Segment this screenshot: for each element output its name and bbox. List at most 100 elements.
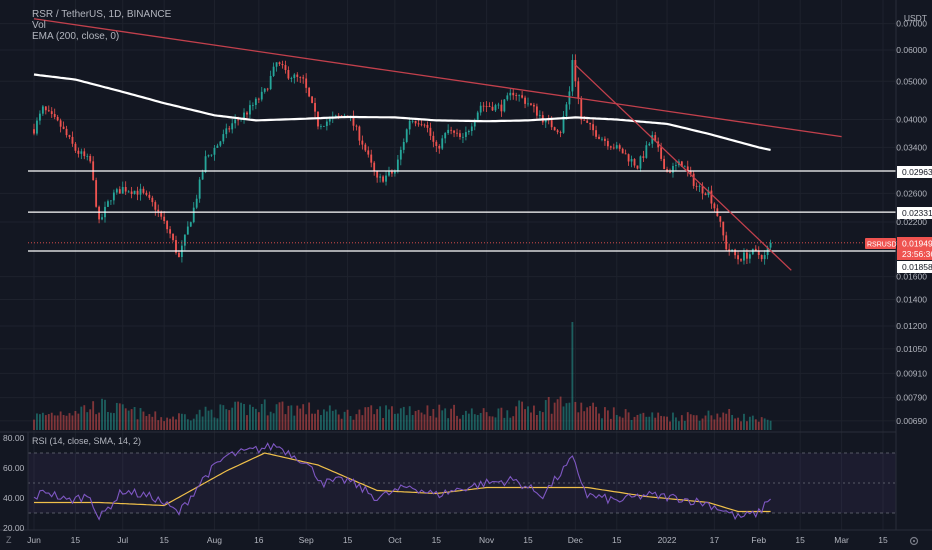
volume-bar xyxy=(592,402,595,430)
volume-bar xyxy=(385,405,387,430)
volume-bars xyxy=(33,322,772,430)
pair-title[interactable]: RSR / TetherUS, 1D, BINANCE xyxy=(32,9,172,20)
candle-body xyxy=(411,120,414,122)
candle-body xyxy=(399,149,402,160)
volume-bar xyxy=(33,419,35,430)
price-axis[interactable]: 0.07000 0.06000 0.05000 0.04000 0.03400 0.026… xyxy=(896,19,927,426)
candle-body xyxy=(462,136,464,138)
candle-body xyxy=(189,222,192,227)
volume-bar xyxy=(459,418,461,430)
volume-bar xyxy=(663,416,666,430)
volume-bar xyxy=(50,412,53,430)
candle-body xyxy=(586,120,589,123)
candle-body xyxy=(325,121,328,126)
volume-bar xyxy=(405,415,408,430)
candle-body xyxy=(370,154,373,163)
candle-body xyxy=(278,62,281,65)
candle-body xyxy=(373,162,376,172)
volume-bar xyxy=(393,413,396,430)
volume-bar xyxy=(438,404,441,430)
candle-body xyxy=(391,171,393,174)
time-axis[interactable]: Jun 15 Jul 15 Aug 16 Sep 15 Oct 15 Nov 15 Dec 15 2022 1… xyxy=(27,535,888,545)
candle-body xyxy=(426,124,429,128)
candle-body xyxy=(441,138,444,149)
settings-icon[interactable] xyxy=(909,536,919,546)
candle-body xyxy=(500,104,503,112)
volume-bar xyxy=(506,410,509,430)
price-tick-label: 0.04000 xyxy=(896,115,927,125)
candle-body xyxy=(231,123,234,130)
candle-body xyxy=(574,60,577,82)
volume-bar xyxy=(509,417,512,430)
candle-body xyxy=(201,172,204,180)
rsi-band-lines xyxy=(28,452,896,514)
volume-bar xyxy=(544,400,547,430)
candle-body xyxy=(598,136,600,139)
horizontal-levels[interactable] xyxy=(28,170,896,252)
candle-body xyxy=(89,155,92,162)
volume-legend[interactable]: Vol xyxy=(32,20,46,31)
volume-bar xyxy=(346,409,349,430)
candle-body xyxy=(263,88,266,92)
volume-bar xyxy=(565,403,568,430)
candle-body xyxy=(328,118,331,122)
volume-bar xyxy=(361,415,364,430)
candle-body xyxy=(521,95,524,98)
price-tick-label: 0.02600 xyxy=(896,188,927,198)
volume-bar xyxy=(249,404,251,430)
trendline[interactable] xyxy=(33,18,842,138)
candle-body xyxy=(725,235,728,250)
candle-body xyxy=(719,216,722,222)
volume-bar xyxy=(189,420,192,430)
trendline[interactable] xyxy=(574,64,792,271)
volume-bar xyxy=(497,408,500,430)
candle-body xyxy=(275,62,278,67)
volume-bar xyxy=(118,403,121,430)
candle-body xyxy=(320,126,322,127)
candle-body xyxy=(86,155,89,157)
candle-body xyxy=(385,175,387,182)
candle-body xyxy=(609,146,612,148)
candle-body xyxy=(402,141,405,150)
candle-body xyxy=(601,138,603,140)
candle-body xyxy=(568,91,571,105)
candle-body xyxy=(432,135,435,142)
volume-bar xyxy=(482,408,485,430)
rsi-axis[interactable]: 80.00 60.00 40.00 20.00 xyxy=(3,433,25,533)
volume-bar xyxy=(186,419,189,430)
candle-body xyxy=(367,150,370,155)
volume-bar xyxy=(71,415,74,430)
timezone-icon[interactable]: Z xyxy=(6,535,12,545)
price-tick-label: 0.01200 xyxy=(896,321,927,331)
candle-body xyxy=(219,141,222,146)
volume-bar xyxy=(293,415,296,430)
rsi-band-fill xyxy=(28,453,896,513)
volume-bar xyxy=(609,418,612,430)
ema-legend[interactable]: EMA (200, close, 0) xyxy=(32,31,120,42)
level-label-1: 0.02963 xyxy=(897,166,932,178)
volume-bar xyxy=(180,413,183,430)
rsi-legend[interactable]: RSI (14, close, SMA, 14, 2) xyxy=(32,436,142,446)
candle-body xyxy=(299,76,302,78)
candle-body xyxy=(748,254,751,259)
volume-bar xyxy=(98,412,100,430)
volume-bar xyxy=(751,415,754,430)
candle-body xyxy=(80,151,83,154)
candle-body xyxy=(234,119,237,124)
horizontal-grid xyxy=(0,23,896,422)
candle-body xyxy=(704,193,707,196)
trendlines[interactable] xyxy=(33,18,842,271)
volume-bar xyxy=(633,416,636,430)
candle-body xyxy=(293,74,296,79)
volume-bar xyxy=(148,414,151,430)
candle-body xyxy=(464,132,467,137)
volume-bar xyxy=(201,416,204,430)
candle-body xyxy=(41,106,44,114)
volume-bar xyxy=(234,401,237,430)
rsi-tick-label: 60.00 xyxy=(3,463,25,473)
volume-bar xyxy=(195,414,198,430)
candle-body xyxy=(524,97,526,104)
volume-bar xyxy=(331,410,334,430)
candle-body xyxy=(633,159,636,166)
